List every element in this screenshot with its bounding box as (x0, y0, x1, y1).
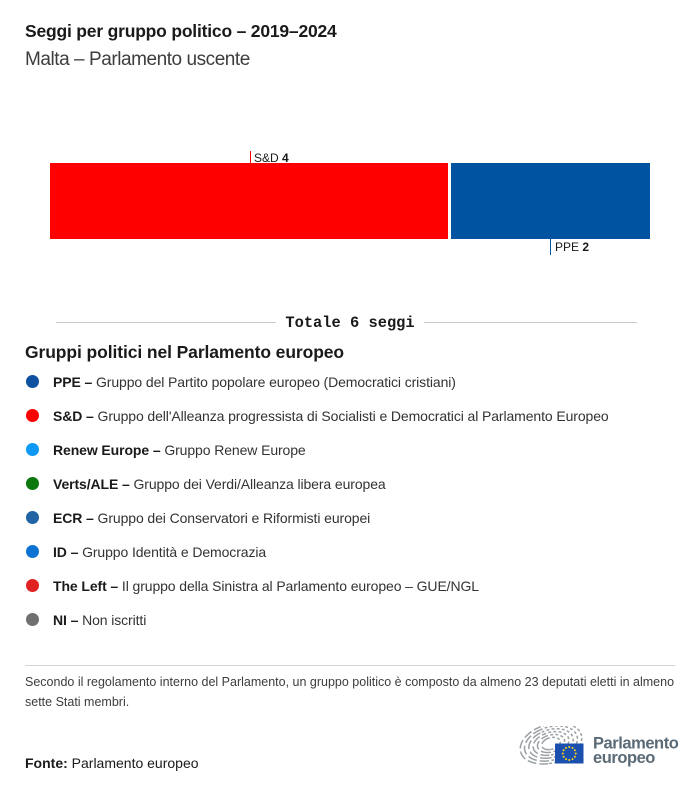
svg-text:Parlamento: Parlamento (593, 735, 679, 753)
svg-text:europeo: europeo (593, 749, 655, 767)
